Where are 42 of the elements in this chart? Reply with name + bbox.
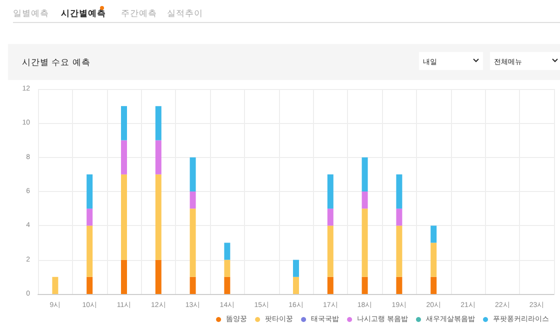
bar bbox=[293, 260, 299, 277]
bar bbox=[327, 208, 334, 226]
bar bbox=[224, 276, 230, 294]
bar bbox=[430, 276, 437, 294]
text: 주간예측 bbox=[121, 8, 157, 20]
bar bbox=[86, 208, 93, 226]
bar bbox=[190, 192, 196, 209]
bar bbox=[430, 242, 437, 277]
bar bbox=[396, 226, 402, 277]
bar bbox=[155, 140, 162, 174]
bar bbox=[327, 276, 334, 294]
bar bbox=[224, 242, 230, 260]
bar bbox=[155, 174, 162, 260]
bar bbox=[224, 260, 230, 277]
text: 실적추이 bbox=[167, 8, 203, 20]
bar bbox=[190, 157, 196, 192]
bar bbox=[52, 276, 58, 294]
bar bbox=[293, 276, 299, 294]
bar bbox=[155, 260, 162, 294]
bar bbox=[396, 174, 402, 209]
bar bbox=[327, 226, 334, 277]
bar bbox=[430, 226, 437, 243]
bar bbox=[86, 276, 93, 294]
bar bbox=[396, 276, 402, 294]
bar bbox=[86, 174, 93, 209]
bar bbox=[190, 208, 196, 277]
text: 일별예측 bbox=[13, 8, 49, 20]
bar bbox=[362, 276, 368, 294]
bar bbox=[362, 192, 368, 209]
bar bbox=[362, 208, 368, 277]
bar bbox=[121, 260, 127, 294]
bar bbox=[121, 174, 127, 260]
chart-title: 시간별 수요 예측 bbox=[22, 57, 90, 69]
bar bbox=[327, 174, 334, 209]
bar bbox=[86, 226, 93, 277]
bar bbox=[396, 208, 402, 226]
bar bbox=[121, 106, 127, 140]
bar bbox=[362, 157, 368, 192]
bar bbox=[155, 106, 162, 140]
text: 시간별예측 bbox=[61, 8, 106, 20]
bar bbox=[121, 140, 127, 174]
bar bbox=[190, 276, 196, 294]
